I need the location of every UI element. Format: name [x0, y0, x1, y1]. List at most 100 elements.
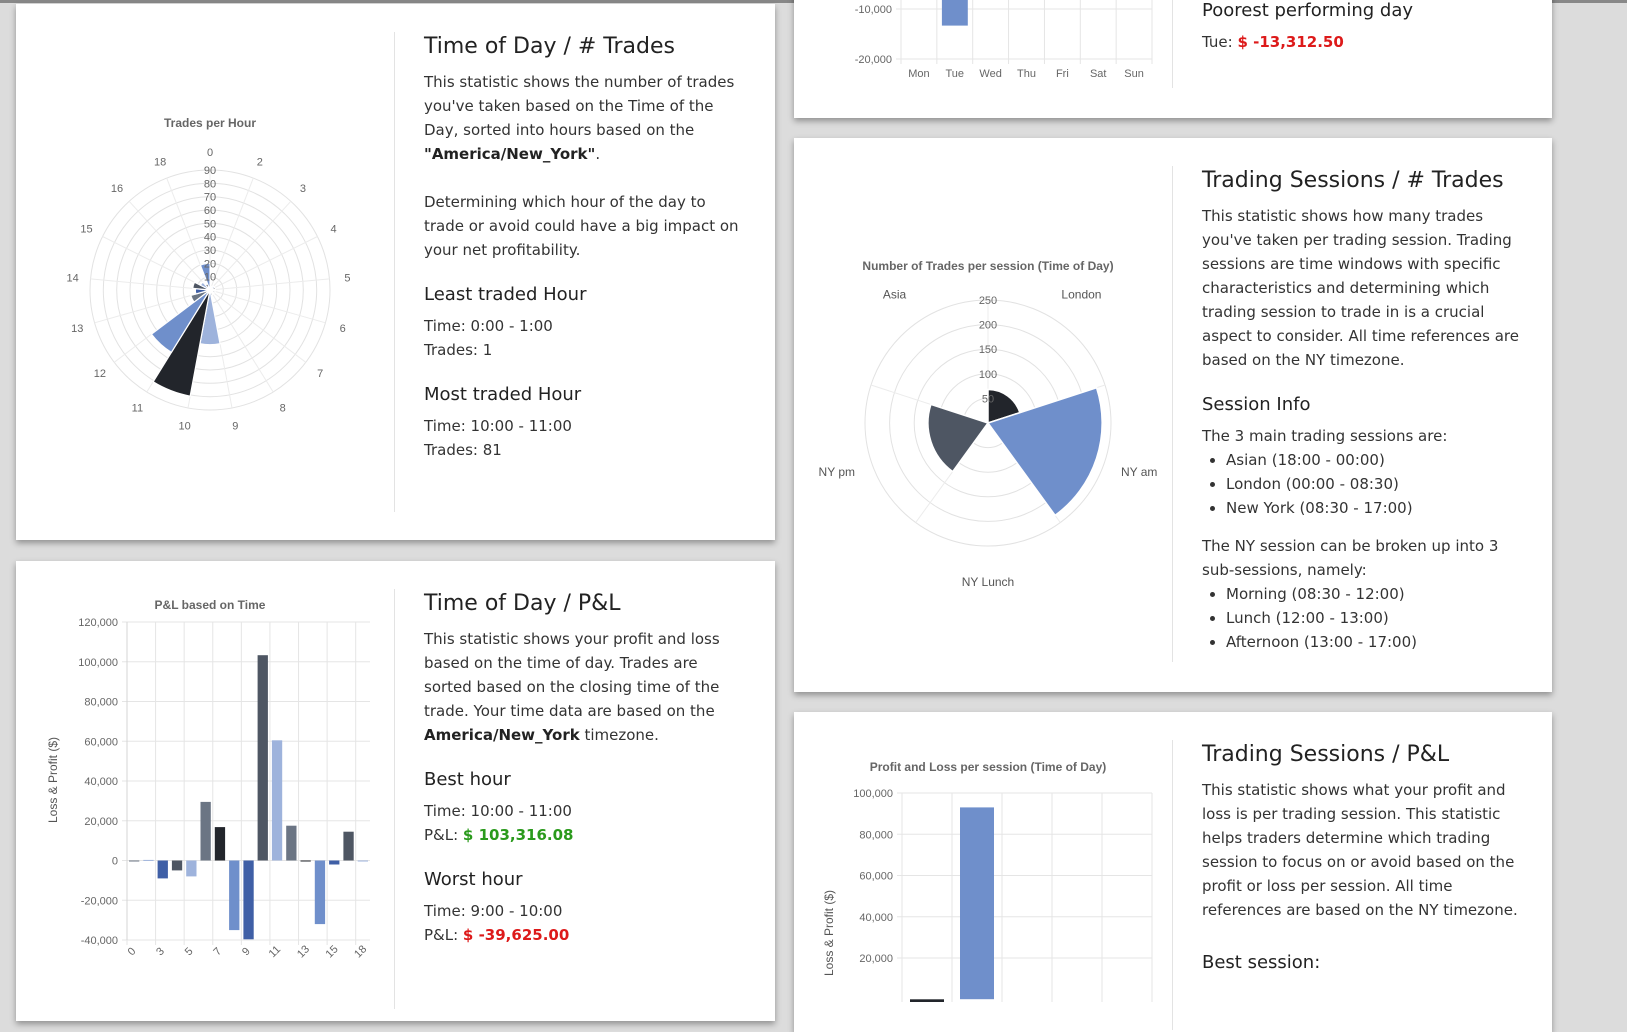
- x-tick-label: 13: [295, 943, 312, 960]
- x-tick-label: Fri: [1056, 68, 1069, 80]
- section-title: Time of Day / # Trades: [424, 32, 746, 62]
- x-tick-label: Mon: [908, 68, 929, 80]
- trades-per-session-chart: Number of Trades per session (Time of Da…: [794, 138, 1174, 692]
- bar-hour-0: [129, 861, 139, 862]
- y-axis-label: Loss & Profit ($): [46, 737, 60, 823]
- x-tick-label: 3: [154, 945, 167, 958]
- card-divider: [394, 589, 395, 1009]
- session-info-intro: The 3 main trading sessions are:: [1202, 424, 1524, 448]
- bar-session-ny-am: [960, 807, 994, 999]
- description-2: Determining which hour of the day to tra…: [424, 190, 746, 262]
- y-tick-label: 120,000: [78, 617, 118, 629]
- x-tick-label: 9: [240, 945, 253, 958]
- sessions-pnl-text: Trading Sessions / P&L This statistic sh…: [1202, 740, 1524, 982]
- hour-label: 12: [94, 368, 106, 380]
- least-traded-count: Trades: 1: [424, 338, 746, 362]
- card-time-pnl: P&L based on Time Loss & Profit ($) 120,…: [16, 561, 775, 1021]
- list-item: Asian (18:00 - 00:00): [1226, 448, 1524, 472]
- hour-label: 9: [232, 421, 238, 433]
- bar-hour-6: [201, 802, 211, 861]
- y-tick-label: 100,000: [78, 657, 118, 669]
- x-tick-label: Sun: [1124, 68, 1144, 80]
- hour-label: 6: [340, 323, 346, 335]
- y-tick-label: 40,000: [84, 776, 118, 788]
- radial-tick-label: 60: [204, 205, 216, 217]
- y-tick-label: 20,000: [859, 953, 893, 965]
- session-label: London: [1061, 287, 1101, 301]
- y-tick-label: 80,000: [859, 829, 893, 841]
- radial-tick-label: 80: [204, 178, 216, 190]
- best-hour-time: Time: 10:00 - 11:00: [424, 799, 746, 823]
- bar-hour-7: [215, 827, 225, 860]
- hour-label: 10: [179, 421, 191, 433]
- x-tick-label: Wed: [979, 68, 1001, 80]
- y-tick-label: 80,000: [84, 697, 118, 709]
- poorest-day-pnl: Tue: $ -13,312.50: [1202, 30, 1524, 54]
- y-tick-label: 60,000: [859, 871, 893, 883]
- chart-title: Profit and Loss per session (Time of Day…: [870, 760, 1107, 774]
- radial-tick-label: 150: [979, 344, 997, 356]
- pnl-based-on-time-chart: P&L based on Time Loss & Profit ($) 120,…: [16, 561, 396, 1001]
- y-tick-label: 60,000: [84, 736, 118, 748]
- hour-label: 0: [207, 147, 213, 159]
- card-divider: [1172, 0, 1173, 88]
- most-traded-time: Time: 10:00 - 11:00: [424, 414, 746, 438]
- bar-hour-16: [343, 832, 353, 861]
- x-tick-label: 0: [126, 945, 139, 958]
- bar-hour-12: [286, 826, 296, 861]
- description: This statistic shows how many trades you…: [1202, 204, 1524, 372]
- y-tick-label: 40,000: [859, 912, 893, 924]
- hour-label: 18: [154, 156, 166, 168]
- chart-title: Trades per Hour: [164, 116, 256, 130]
- section-title: Trading Sessions / # Trades: [1202, 166, 1524, 196]
- session-label: NY Lunch: [962, 575, 1014, 589]
- chart-title: P&L based on Time: [155, 598, 266, 612]
- y-tick-label: -20,000: [81, 895, 118, 907]
- session-label: NY am: [1121, 465, 1157, 479]
- y-axis-label: Loss & Profit ($): [822, 890, 836, 976]
- time-pnl-text: Time of Day / P&L This statistic shows y…: [424, 589, 746, 947]
- radial-tick-label: 30: [204, 245, 216, 257]
- y-tick-label: 0: [112, 856, 118, 868]
- bar-hour-3: [158, 861, 168, 879]
- y-tick-label: -20,000: [855, 54, 892, 66]
- sub-sessions-intro: The NY session can be broken up into 3 s…: [1202, 534, 1524, 582]
- card-divider: [1172, 166, 1173, 662]
- y-tick-label: 100,000: [853, 788, 893, 800]
- card-divider: [1172, 740, 1173, 1030]
- worst-hour-time: Time: 9:00 - 10:00: [424, 899, 746, 923]
- timezone-label: America/New_York: [424, 726, 580, 744]
- bar-hour-15: [329, 861, 339, 865]
- chart-title: Number of Trades per session (Time of Da…: [862, 259, 1113, 273]
- hour-label: 2: [257, 156, 263, 168]
- hour-label: 4: [330, 223, 336, 235]
- bar-hour-9: [243, 861, 253, 940]
- pnl-per-session-chart: Profit and Loss per session (Time of Day…: [794, 712, 1174, 1002]
- angle-line: [129, 201, 210, 290]
- worst-hour-value: $ -39,625.00: [463, 926, 569, 944]
- sessions-trades-text: Trading Sessions / # Trades This statist…: [1202, 166, 1524, 654]
- best-hour-pnl: P&L: $ 103,316.08: [424, 823, 746, 847]
- list-item: Morning (08:30 - 12:00): [1226, 582, 1524, 606]
- x-tick-label: 18: [352, 943, 369, 960]
- card-sessions-pnl: Profit and Loss per session (Time of Day…: [794, 712, 1552, 1032]
- radial-tick-label: 90: [204, 165, 216, 177]
- radial-tick-label: 10: [204, 272, 216, 284]
- list-item: New York (08:30 - 17:00): [1226, 496, 1524, 520]
- radial-tick-label: 100: [979, 369, 997, 381]
- bar-hour-8: [229, 861, 239, 931]
- bar-session-london: [910, 999, 944, 1002]
- section-title: Time of Day / P&L: [424, 589, 746, 619]
- radial-tick-label: 20: [204, 258, 216, 270]
- hour-label: 13: [71, 323, 83, 335]
- best-hour-value: $ 103,316.08: [463, 826, 574, 844]
- bar-hour-11: [272, 740, 282, 860]
- session-label: Asia: [883, 287, 907, 301]
- timezone-label: "America/New_York": [424, 145, 595, 163]
- hour-label: 5: [344, 272, 350, 284]
- x-tick-label: 5: [183, 945, 196, 958]
- y-tick-label: -40,000: [81, 935, 118, 947]
